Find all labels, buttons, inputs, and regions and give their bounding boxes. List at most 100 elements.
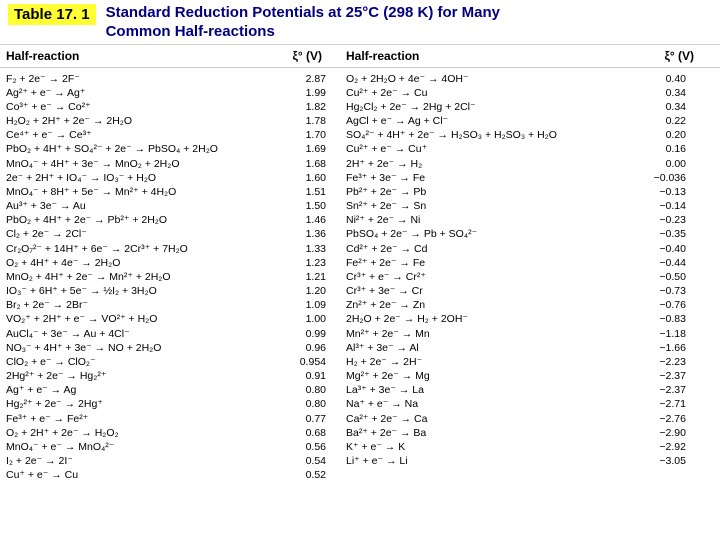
table-row: Cu⁺ + e⁻ → Cu0.52 [6, 468, 346, 482]
table-row: MnO₄⁻ + 8H⁺ + 5e⁻ → Mn²⁺ + 4H₂O1.51 [6, 185, 346, 199]
table-row: Cr³⁺ + 3e⁻ → Cr−0.73 [346, 284, 706, 298]
table-row: I₂ + 2e⁻ → 2I⁻0.54 [6, 454, 346, 468]
table-row: AuCl₄⁻ + 3e⁻ → Au + 4Cl⁻0.99 [6, 327, 346, 341]
table-row: Cr₂O₇²⁻ + 14H⁺ + 6e⁻ → 2Cr³⁺ + 7H₂O1.33 [6, 242, 346, 256]
potential-cell: 2.87 [266, 72, 326, 86]
reaction-cell: Ce⁴⁺ + e⁻ → Ce³⁺ [6, 128, 266, 142]
potential-cell: −2.71 [626, 397, 686, 411]
potential-cell: −0.23 [626, 213, 686, 227]
reaction-cell: O₂ + 4H⁺ + 4e⁻ → 2H₂O [6, 256, 266, 270]
reaction-cell: Fe³⁺ + e⁻ → Fe²⁺ [6, 412, 266, 426]
potential-cell: 0.16 [626, 142, 686, 156]
table-row: Hg₂²⁺ + 2e⁻ → 2Hg⁺0.80 [6, 397, 346, 411]
right-column: O₂ + 2H₂O + 4e⁻ → 4OH⁻0.40Cu²⁺ + 2e⁻ → C… [346, 72, 706, 483]
potential-cell: 0.99 [266, 327, 326, 341]
potential-cell: −0.036 [626, 171, 686, 185]
potential-cell: −0.14 [626, 199, 686, 213]
reaction-cell: 2Hg²⁺ + 2e⁻ → Hg₂²⁺ [6, 369, 266, 383]
potential-cell: −0.13 [626, 185, 686, 199]
reaction-cell: MnO₄⁻ + e⁻ → MnO₄²⁻ [6, 440, 266, 454]
potential-cell: 1.51 [266, 185, 326, 199]
potential-cell: −0.73 [626, 284, 686, 298]
potential-cell: 1.36 [266, 227, 326, 241]
table-row: Hg₂Cl₂ + 2e⁻ → 2Hg + 2Cl⁻0.34 [346, 100, 706, 114]
reaction-cell: I₂ + 2e⁻ → 2I⁻ [6, 454, 266, 468]
table-row: Fe²⁺ + 2e⁻ → Fe−0.44 [346, 256, 706, 270]
potential-cell: 1.68 [266, 157, 326, 171]
reaction-cell: H₂ + 2e⁻ → 2H⁻ [346, 355, 626, 369]
reaction-cell: Mg²⁺ + 2e⁻ → Mg [346, 369, 626, 383]
potential-cell: 0.56 [266, 440, 326, 454]
table-row: K⁺ + e⁻ → K−2.92 [346, 440, 706, 454]
reaction-cell: VO₂⁺ + 2H⁺ + e⁻ → VO²⁺ + H₂O [6, 312, 266, 326]
table-row: Ag⁺ + e⁻ → Ag0.80 [6, 383, 346, 397]
table-row: H₂ + 2e⁻ → 2H⁻−2.23 [346, 355, 706, 369]
reaction-cell: Fe³⁺ + 3e⁻ → Fe [346, 171, 626, 185]
potential-cell: 0.52 [266, 468, 326, 482]
reaction-cell: PbO₂ + 4H⁺ + SO₄²⁻ + 2e⁻ → PbSO₄ + 2H₂O [6, 142, 266, 156]
potential-cell: −2.37 [626, 383, 686, 397]
potential-cell: −0.44 [626, 256, 686, 270]
table-number: Table 17. 1 [8, 4, 96, 25]
table-row: PbO₂ + 4H⁺ + 2e⁻ → Pb²⁺ + 2H₂O1.46 [6, 213, 346, 227]
table-row: ClO₂ + e⁻ → ClO₂⁻0.954 [6, 355, 346, 369]
table-row: Ce⁴⁺ + e⁻ → Ce³⁺1.70 [6, 128, 346, 142]
potential-cell: −2.76 [626, 412, 686, 426]
potential-cell: −0.50 [626, 270, 686, 284]
table-row: Mn²⁺ + 2e⁻ → Mn−1.18 [346, 327, 706, 341]
table-row: Cr³⁺ + e⁻ → Cr²⁺−0.50 [346, 270, 706, 284]
table-row: Ca²⁺ + 2e⁻ → Ca−2.76 [346, 412, 706, 426]
header-reaction-left: Half-reaction [0, 49, 260, 63]
reaction-cell: Cu²⁺ + 2e⁻ → Cu [346, 86, 626, 100]
reaction-cell: Co³⁺ + e⁻ → Co²⁺ [6, 100, 266, 114]
potential-cell: 0.54 [266, 454, 326, 468]
potential-cell: 0.22 [626, 114, 686, 128]
table-row: Sn²⁺ + 2e⁻ → Sn−0.14 [346, 199, 706, 213]
table-row: H₂O₂ + 2H⁺ + 2e⁻ → 2H₂O1.78 [6, 114, 346, 128]
potential-cell: −2.23 [626, 355, 686, 369]
reaction-cell: Cr³⁺ + 3e⁻ → Cr [346, 284, 626, 298]
table-row: 2Hg²⁺ + 2e⁻ → Hg₂²⁺0.91 [6, 369, 346, 383]
reaction-cell: Zn²⁺ + 2e⁻ → Zn [346, 298, 626, 312]
reaction-cell: Hg₂Cl₂ + 2e⁻ → 2Hg + 2Cl⁻ [346, 100, 626, 114]
potential-cell: 0.77 [266, 412, 326, 426]
reaction-cell: ClO₂ + e⁻ → ClO₂⁻ [6, 355, 266, 369]
table-row: MnO₂ + 4H⁺ + 2e⁻ → Mn²⁺ + 2H₂O1.21 [6, 270, 346, 284]
table-row: SO₄²⁻ + 4H⁺ + 2e⁻ → H₂SO₃ + H₂SO₃ + H₂O0… [346, 128, 706, 142]
table-row: 2H⁺ + 2e⁻ → H₂0.00 [346, 157, 706, 171]
reaction-cell: Cu²⁺ + e⁻ → Cu⁺ [346, 142, 626, 156]
potential-cell: −2.90 [626, 426, 686, 440]
table-row: Cu²⁺ + 2e⁻ → Cu0.34 [346, 86, 706, 100]
table-row: MnO₄⁻ + e⁻ → MnO₄²⁻0.56 [6, 440, 346, 454]
reaction-cell: 2H⁺ + 2e⁻ → H₂ [346, 157, 626, 171]
table-row: O₂ + 2H⁺ + 2e⁻ → H₂O₂0.68 [6, 426, 346, 440]
header-value-left: ξ° (V) [260, 49, 340, 63]
reaction-cell: Sn²⁺ + 2e⁻ → Sn [346, 199, 626, 213]
reaction-cell: AuCl₄⁻ + 3e⁻ → Au + 4Cl⁻ [6, 327, 266, 341]
potential-cell: −1.18 [626, 327, 686, 341]
potential-cell: 1.21 [266, 270, 326, 284]
potential-cell: −3.05 [626, 454, 686, 468]
table-row: AgCl + e⁻ → Ag + Cl⁻0.22 [346, 114, 706, 128]
reaction-cell: Li⁺ + e⁻ → Li [346, 454, 626, 468]
table-row: Br₂ + 2e⁻ → 2Br⁻1.09 [6, 298, 346, 312]
potential-cell: 0.91 [266, 369, 326, 383]
table-row: F₂ + 2e⁻ → 2F⁻2.87 [6, 72, 346, 86]
table-row: Au³⁺ + 3e⁻ → Au1.50 [6, 199, 346, 213]
reaction-cell: Cd²⁺ + 2e⁻ → Cd [346, 242, 626, 256]
table-row: Co³⁺ + e⁻ → Co²⁺1.82 [6, 100, 346, 114]
potential-cell: 1.50 [266, 199, 326, 213]
table-row: Ba²⁺ + 2e⁻ → Ba−2.90 [346, 426, 706, 440]
reaction-cell: Pb²⁺ + 2e⁻ → Pb [346, 185, 626, 199]
potential-cell: 1.23 [266, 256, 326, 270]
reaction-cell: Ag⁺ + e⁻ → Ag [6, 383, 266, 397]
potential-cell: −2.37 [626, 369, 686, 383]
table-row: Fe³⁺ + 3e⁻ → Fe−0.036 [346, 171, 706, 185]
table-row: Fe³⁺ + e⁻ → Fe²⁺0.77 [6, 412, 346, 426]
reaction-cell: K⁺ + e⁻ → K [346, 440, 626, 454]
reaction-cell: NO₃⁻ + 4H⁺ + 3e⁻ → NO + 2H₂O [6, 341, 266, 355]
reaction-cell: Ca²⁺ + 2e⁻ → Ca [346, 412, 626, 426]
potential-cell: 0.80 [266, 397, 326, 411]
potential-cell: 0.80 [266, 383, 326, 397]
reaction-cell: Al³⁺ + 3e⁻ → Al [346, 341, 626, 355]
